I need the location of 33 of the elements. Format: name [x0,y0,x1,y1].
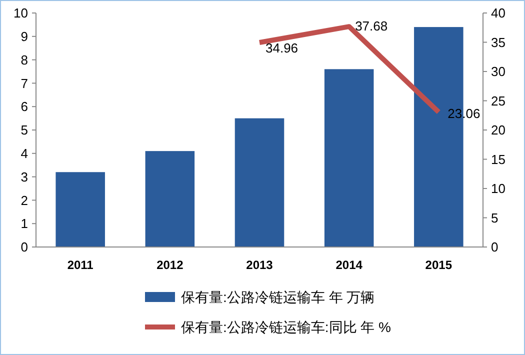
y2-tick-label: 10 [491,181,506,196]
y2-tick-label: 5 [491,210,498,226]
y-tick-label: 4 [20,146,28,161]
y-tick-label: 9 [20,28,28,44]
data-label: 34.96 [266,40,298,56]
y-tick-label: 0 [20,240,28,255]
bar [145,151,195,247]
y-tick-label: 1 [20,216,28,232]
data-label: 37.68 [355,18,388,34]
y2-tick-label: 35 [491,34,506,50]
y-tick-label: 7 [20,76,28,91]
y2-tick-label: 25 [491,93,506,108]
y-tick-label: 8 [20,52,28,68]
y2-tick-label: 15 [491,152,506,167]
x-tick-label: 2011 [67,258,94,272]
bar [234,118,284,247]
bar [324,69,374,247]
x-tick-label: 2014 [336,258,363,272]
y2-tick-label: 20 [491,122,506,138]
x-tick-label: 2012 [156,258,184,272]
legend-label: 保有量:公路冷链运输车:同比 年 % [181,318,392,335]
y2-tick-label: 30 [491,64,506,80]
legend-label: 保有量:公路冷链运输车 年 万辆 [181,288,375,305]
y2-tick-label: 40 [491,6,506,21]
y-tick-label: 10 [14,6,28,21]
y-tick-label: 5 [20,122,28,138]
y-tick-label: 3 [20,169,28,184]
x-tick-label: 2015 [425,258,452,272]
y2-tick-label: 0 [491,240,498,255]
x-tick-label: 2013 [246,258,274,272]
bar [56,172,105,247]
y-tick-label: 6 [20,99,28,114]
y-tick-label: 2 [20,192,28,208]
